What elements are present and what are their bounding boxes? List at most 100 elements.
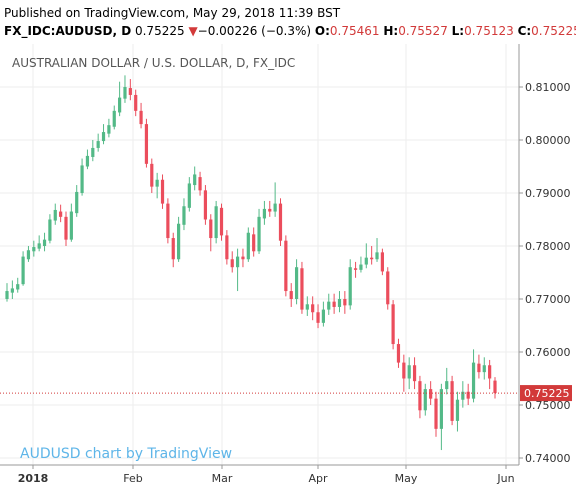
candle-body: [42, 239, 47, 246]
candle-body: [252, 234, 256, 252]
candle-body: [128, 88, 132, 95]
candle: [268, 200, 272, 217]
candle: [375, 238, 379, 262]
candle: [118, 81, 122, 117]
candle: [273, 182, 277, 217]
candle-body: [423, 389, 427, 411]
candle-body: [321, 309, 325, 323]
candle: [134, 89, 138, 117]
candle-body: [396, 344, 401, 363]
price-tick-label: 0.76000: [525, 346, 571, 359]
candle-body: [407, 365, 411, 379]
candle: [48, 214, 52, 244]
candle: [252, 227, 256, 257]
candle-body: [375, 252, 379, 260]
candle-body: [177, 223, 181, 260]
candle: [225, 230, 229, 265]
candle: [246, 227, 250, 262]
candle: [471, 349, 476, 403]
candle-body: [391, 304, 395, 345]
candle-body: [16, 284, 20, 290]
candle: [187, 177, 191, 212]
price-axis[interactable]: 0.81000 0.80000 0.79000 0.78000 0.77000 0.760…: [519, 81, 571, 465]
candle: [203, 185, 208, 225]
low-label: L:: [451, 24, 465, 38]
chart-watermark: AUDUSD chart by TradingView: [20, 446, 232, 462]
candle: [10, 280, 14, 299]
candle-body: [118, 97, 122, 113]
chart-title: AUSTRALIAN DOLLAR / U.S. DOLLAR, D, FX_I…: [12, 56, 295, 70]
candle-body: [477, 363, 481, 373]
candle-body: [219, 207, 224, 236]
candle-body: [112, 110, 116, 127]
candle-body: [144, 124, 149, 164]
candle-body: [37, 243, 41, 249]
candle: [353, 261, 358, 278]
candlestick-chart[interactable]: 0.81000 0.80000 0.79000 0.78000 0.77000 0.760…: [0, 44, 576, 497]
candle-body: [364, 257, 368, 265]
candle: [289, 283, 293, 307]
candle: [321, 301, 325, 327]
candle: [26, 246, 31, 262]
candle-body: [150, 163, 154, 187]
candle: [37, 235, 41, 252]
last-price: 0.75225: [134, 24, 185, 38]
time-tick-label: Feb: [123, 472, 142, 485]
candle-body: [182, 206, 186, 225]
candle-body: [203, 190, 208, 220]
candle-body: [311, 304, 315, 313]
candle: [391, 300, 395, 350]
candle-body: [235, 256, 240, 268]
candle: [429, 381, 433, 405]
high-label: H:: [383, 24, 399, 38]
close-value: 0.75225: [531, 24, 576, 38]
candle: [359, 256, 363, 273]
candle: [262, 200, 267, 225]
candle-body: [64, 216, 68, 240]
candle-body: [241, 256, 245, 260]
candle: [294, 259, 299, 305]
candle-body: [257, 216, 261, 252]
candle: [64, 211, 68, 246]
candle-body: [488, 365, 492, 379]
candle-body: [48, 219, 52, 241]
candle-body: [445, 381, 449, 390]
candle-body: [461, 391, 465, 400]
high-value: 0.75527: [398, 24, 448, 38]
candle: [209, 214, 213, 252]
candle-body: [455, 399, 460, 421]
time-axis[interactable]: 2018 Feb Mar Apr May Jun: [18, 465, 515, 485]
price-change: −0.00226 (−0.3%): [197, 24, 312, 38]
time-tick-label: Jun: [496, 472, 514, 485]
candle: [214, 200, 218, 244]
candle: [101, 124, 106, 145]
candle-body: [187, 183, 191, 208]
candle-body: [91, 147, 95, 157]
candle-body: [262, 208, 267, 219]
candle-body: [294, 267, 299, 299]
price-tick-label: 0.75000: [525, 399, 571, 412]
candle-body: [493, 380, 497, 394]
candle: [284, 235, 288, 297]
candle-body: [5, 291, 9, 299]
candle-body: [471, 362, 476, 399]
candle-body: [278, 203, 283, 241]
candle-body: [359, 264, 363, 270]
candle-body: [348, 267, 352, 306]
candle: [53, 203, 57, 225]
candle-body: [155, 179, 159, 187]
candle: [91, 140, 95, 162]
candle-body: [386, 271, 390, 305]
chart-background: [0, 44, 576, 497]
published-note: Published on TradingView.com, May 29, 20…: [4, 6, 341, 20]
candle-body: [337, 299, 342, 307]
candle-body: [434, 398, 438, 429]
chart-header: Published on TradingView.com, May 29, 20…: [0, 0, 576, 44]
candle-body: [289, 291, 293, 299]
candle: [198, 171, 202, 196]
low-value: 0.75123: [464, 24, 514, 38]
candle-body: [380, 252, 384, 272]
candle-body: [59, 211, 63, 217]
candle-body: [160, 179, 165, 204]
candle: [434, 391, 438, 437]
